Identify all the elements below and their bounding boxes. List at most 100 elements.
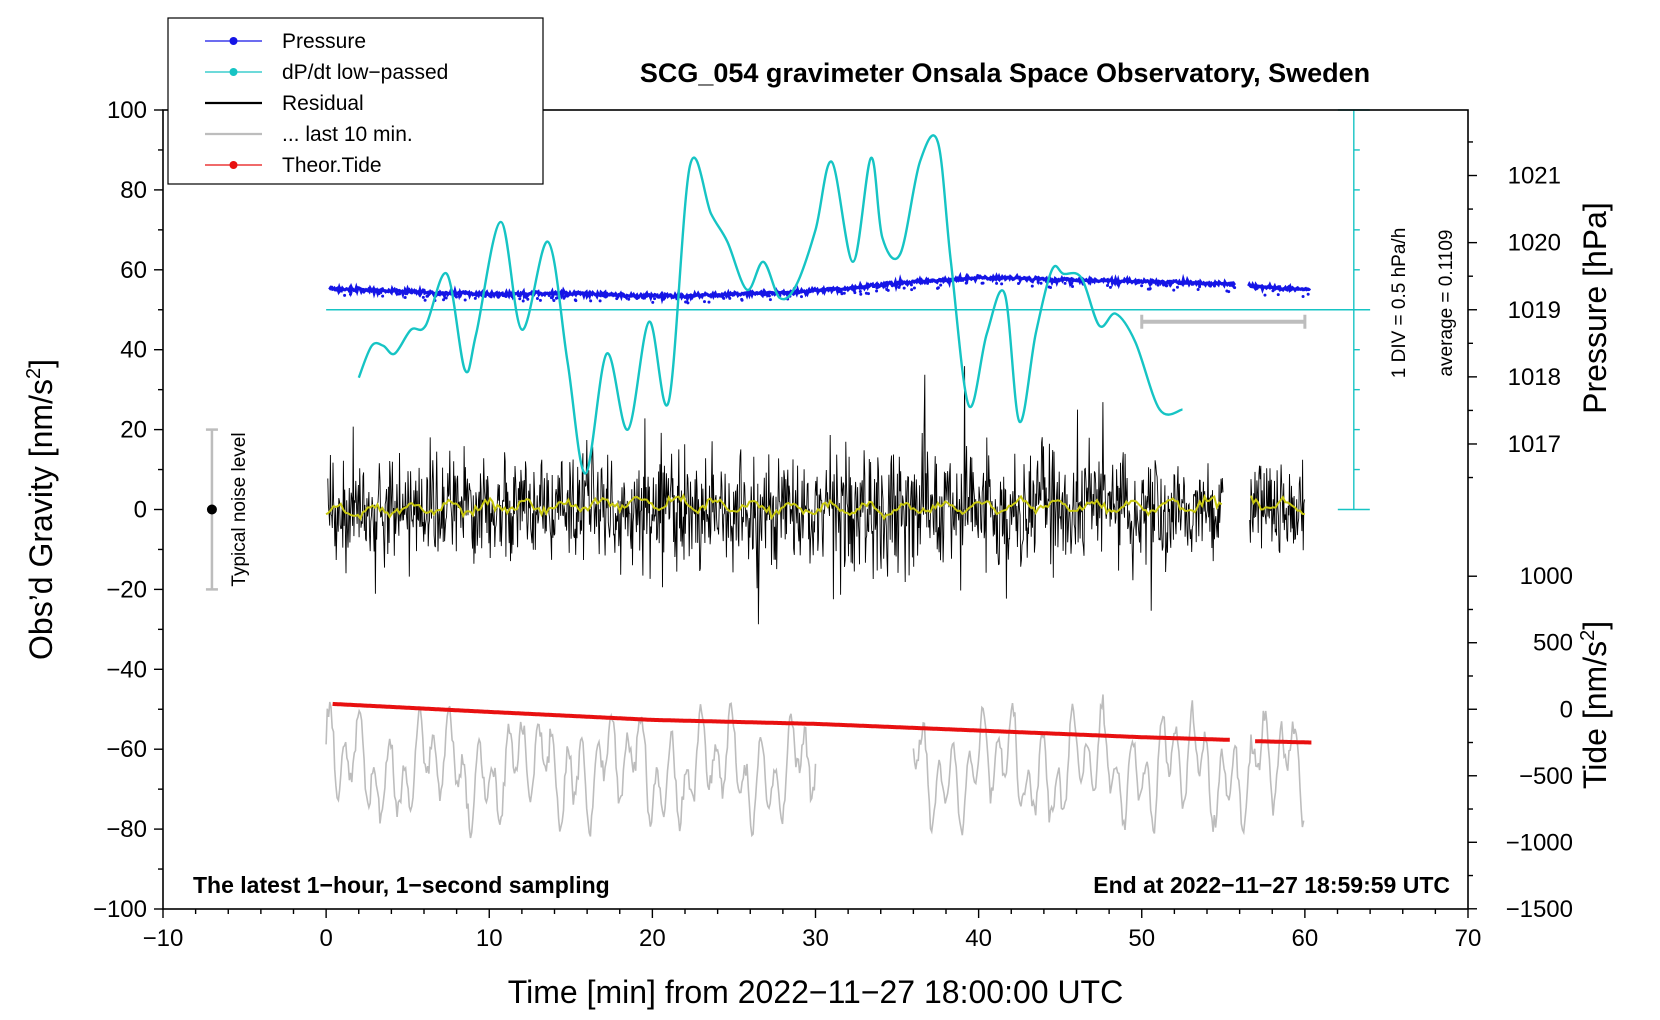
pressure-point [1172, 288, 1176, 292]
y-tick-label: −60 [106, 736, 147, 763]
pressure-point [722, 296, 726, 300]
pressure-point [615, 297, 619, 301]
tide-tick-label: −1500 [1506, 896, 1573, 923]
pressure-point [702, 300, 706, 304]
pressure-point [859, 292, 863, 296]
pressure-point [454, 295, 458, 299]
tide-tick-label: −1000 [1506, 829, 1573, 856]
pressure-point [381, 294, 385, 298]
pressure-point [728, 296, 732, 300]
pressure-point [524, 295, 528, 299]
pressure-point [362, 290, 366, 294]
residual-smoothed-series [325, 493, 1306, 521]
legend-label: Pressure [282, 30, 366, 53]
y-tick-label: −100 [93, 896, 147, 923]
y-tick-label: −80 [106, 816, 147, 843]
legend-marker [229, 161, 238, 169]
pressure-point [852, 289, 856, 293]
pressure-point [538, 298, 542, 302]
pressure-point [504, 295, 508, 299]
pressure-point [1212, 284, 1216, 288]
y-tick-label: −20 [106, 576, 147, 603]
pressure-point [1105, 283, 1109, 287]
y-axis-title-gravity-main: Obs’d Gravity [nm/s [23, 379, 59, 660]
pressure-point [926, 281, 930, 285]
pressure-point [909, 283, 913, 287]
pressure-point [473, 296, 477, 300]
x-tick-label: 0 [319, 925, 332, 952]
pressure-point [1301, 294, 1305, 298]
pressure-point [1140, 284, 1144, 288]
legend: Pressure dP/dt low−passed Residual ... last… [167, 17, 544, 185]
pressure-point [552, 298, 556, 302]
x-axis-title: Time [min] from 2022−11−27 18:00:00 UTC [508, 974, 1123, 1010]
pressure-point [875, 289, 879, 293]
pressure-point [518, 297, 522, 301]
pressure-point [1175, 285, 1179, 289]
pressure-series [328, 271, 1312, 305]
pressure-point [897, 285, 901, 289]
pressure-point [403, 295, 407, 299]
pressure-point [1030, 284, 1034, 288]
pressure-point [858, 290, 862, 294]
pressure-point [965, 281, 969, 285]
pressure-point [690, 296, 694, 300]
pressure-point [635, 297, 639, 301]
pressure-point [1156, 283, 1160, 287]
pressure-point [1306, 292, 1310, 296]
x-tick-label: 20 [639, 925, 666, 952]
pressure-point [902, 286, 906, 290]
pressure-point [836, 290, 840, 294]
pressure-point [653, 297, 657, 301]
pressure-point [604, 295, 608, 299]
pressure-point [562, 295, 566, 299]
pressure-point [939, 283, 943, 287]
x-tick-label: 70 [1455, 925, 1482, 952]
tide-tick-label: 0 [1560, 696, 1573, 723]
noise-level-indicator: Typical noise level [205, 428, 250, 591]
pressure-tick-label: 1018 [1508, 364, 1561, 391]
pressure-point [425, 294, 429, 298]
legend-marker [229, 37, 238, 45]
legend-label: Residual [282, 92, 364, 115]
last-10-min-series [325, 701, 817, 839]
axes-layer: −10 0 10 20 30 40 50 60 70100806040200−20−40−60−… [93, 97, 1573, 952]
pressure-point [423, 298, 427, 302]
pressure-point [799, 295, 803, 299]
pressure-tick-label: 1017 [1508, 431, 1561, 458]
pressure-point [768, 298, 772, 302]
y-axis-title-tide-sup: 2 [1577, 630, 1599, 641]
pressure-point [1047, 285, 1051, 289]
pressure-point [935, 286, 939, 290]
y-axis-title-gravity-sup: 2 [23, 368, 45, 379]
pressure-point [767, 294, 771, 298]
y-tick-label: 20 [120, 417, 147, 444]
pressure-point [1208, 284, 1212, 288]
pressure-point [1070, 282, 1074, 286]
pressure-point [842, 291, 846, 295]
y-axis-title-tide-end: ] [1577, 621, 1613, 630]
pressure-point [566, 294, 570, 298]
legend-marker [229, 68, 238, 76]
pressure-point [1162, 283, 1166, 287]
pressure-point [1036, 280, 1040, 284]
pressure-point [404, 292, 408, 296]
pressure-point [894, 284, 898, 288]
dpdt-series [357, 134, 1183, 475]
dpdt-scale-label: 1 DIV = 0.5 hPa/h [1389, 228, 1410, 379]
tide-tick-label: 1000 [1520, 563, 1573, 590]
y-axis-title-tide: Tide [nm/s2] [1577, 621, 1613, 789]
pressure-point [444, 296, 448, 300]
pressure-point [396, 292, 400, 296]
pressure-point [377, 292, 381, 296]
pressure-point [574, 299, 578, 303]
x-tick-label: 10 [476, 925, 503, 952]
pressure-point [463, 298, 467, 302]
pressure-tick-label: 1019 [1508, 297, 1561, 324]
legend-box [167, 17, 544, 185]
pressure-point [912, 286, 916, 290]
pressure-point [489, 295, 493, 299]
pressure-point [521, 299, 525, 303]
